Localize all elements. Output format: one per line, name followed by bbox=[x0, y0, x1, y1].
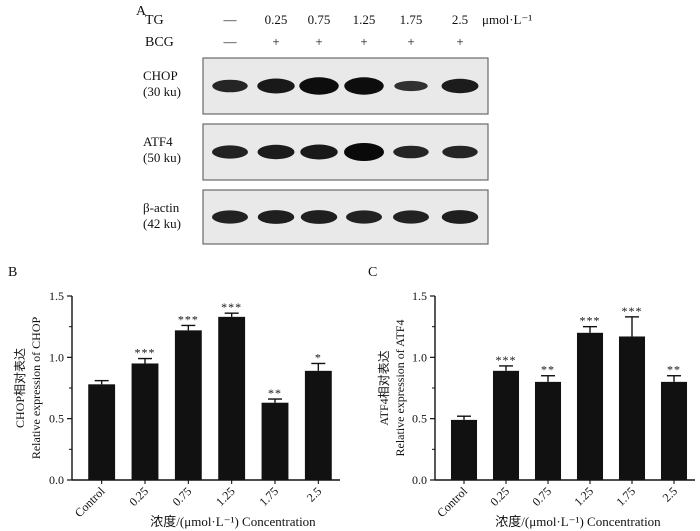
blot-band bbox=[300, 144, 338, 160]
lane-headers: — 0.25 0.75 1.25 1.75 2.5 — + + + + + bbox=[223, 12, 469, 49]
blot-protein-label: CHOP bbox=[143, 68, 178, 83]
blot-protein-label: ATF4 bbox=[143, 134, 173, 149]
blot-band bbox=[346, 210, 382, 224]
panel-c-atf4-chart: C 0.0 0.5 1.0 1.5 ATF4相对表达 Relative expressio… bbox=[368, 265, 695, 529]
blot-band bbox=[441, 78, 479, 94]
y-tick-label: 0.5 bbox=[412, 412, 427, 426]
y-tick-label: 1.5 bbox=[49, 289, 64, 303]
y-axis-label-en: Relative expression of ATF4 bbox=[393, 320, 407, 457]
blot-band bbox=[344, 77, 384, 95]
y-tick-label: 0.0 bbox=[49, 473, 64, 487]
blot-band bbox=[212, 145, 248, 159]
bcg-value-label: + bbox=[360, 34, 367, 49]
blot-band bbox=[257, 144, 295, 160]
x-tick-label: Control bbox=[434, 484, 470, 520]
bar bbox=[618, 336, 646, 480]
bcg-value-label: + bbox=[315, 34, 322, 49]
bcg-value-label: + bbox=[407, 34, 414, 49]
y-tick-label: 1.0 bbox=[412, 350, 427, 364]
x-tick-label: 0.25 bbox=[126, 484, 151, 509]
bar bbox=[492, 370, 520, 480]
bar bbox=[174, 330, 202, 480]
blot-band bbox=[442, 145, 478, 159]
panel-a-western-blot: A TG BCG μmol·L⁻¹ — 0.25 0.75 1.25 1.75 2.5 — +… bbox=[136, 4, 532, 245]
x-tick-label: 0.75 bbox=[529, 484, 554, 509]
blot-band bbox=[344, 143, 384, 161]
y-tick-label: 1.0 bbox=[49, 350, 64, 364]
significance-label: ** bbox=[541, 363, 555, 377]
blot-membrane bbox=[202, 189, 489, 245]
x-axis-label: 浓度/(μmol·L⁻¹) Concentration bbox=[495, 514, 661, 529]
bcg-value-label: — bbox=[223, 34, 238, 49]
blot-size-label: (30 ku) bbox=[143, 84, 181, 99]
significance-label: *** bbox=[135, 346, 156, 360]
x-tick-label: 0.25 bbox=[487, 484, 512, 509]
bar bbox=[88, 384, 116, 480]
blot-band bbox=[393, 210, 429, 224]
significance-label: *** bbox=[622, 304, 643, 318]
tg-unit: μmol·L⁻¹ bbox=[482, 12, 532, 27]
blot-band bbox=[257, 78, 295, 94]
x-tick-label: 1.75 bbox=[256, 484, 281, 509]
significance-label: *** bbox=[178, 312, 199, 326]
blot-strips: CHOP(30 ku) ATF4(50 ku) β-actin(42 ku) bbox=[143, 57, 489, 245]
tg-value-label: 0.25 bbox=[265, 12, 288, 27]
x-tick-label: 1.25 bbox=[571, 484, 596, 509]
blot-band bbox=[300, 210, 338, 224]
blot-band bbox=[441, 210, 479, 224]
blot-size-label: (42 ku) bbox=[143, 216, 181, 231]
blot-band bbox=[257, 210, 295, 224]
x-tick-label: Control bbox=[72, 484, 108, 520]
bar bbox=[304, 370, 332, 480]
bcg-row-label: BCG bbox=[145, 35, 174, 50]
y-axis-label-en: Relative expression of CHOP bbox=[29, 317, 43, 460]
significance-label: *** bbox=[496, 353, 517, 367]
blot-band bbox=[394, 80, 428, 92]
significance-label: * bbox=[315, 350, 322, 364]
tg-value-label: 1.25 bbox=[353, 12, 376, 27]
x-tick-label: 1.75 bbox=[613, 484, 638, 509]
x-tick-label: 2.5 bbox=[304, 484, 325, 505]
y-tick-label: 0.0 bbox=[412, 473, 427, 487]
tg-value-label: 1.75 bbox=[400, 12, 423, 27]
significance-label: ** bbox=[268, 386, 282, 400]
y-tick-label: 0.5 bbox=[49, 412, 64, 426]
blot-size-label: (50 ku) bbox=[143, 150, 181, 165]
panel-a-letter: A bbox=[136, 4, 147, 19]
panel-c-letter: C bbox=[368, 265, 377, 280]
blot-band bbox=[212, 79, 248, 93]
bar bbox=[660, 381, 688, 480]
tg-row-label: TG bbox=[145, 13, 164, 28]
bar bbox=[534, 381, 562, 480]
tg-value-label: — bbox=[223, 12, 238, 27]
bar bbox=[131, 363, 159, 480]
blot-protein-label: β-actin bbox=[143, 200, 180, 215]
significance-label: *** bbox=[580, 314, 601, 328]
tg-value-label: 0.75 bbox=[308, 12, 331, 27]
blot-band bbox=[393, 145, 429, 159]
y-axis-label-cn: CHOP相对表达 bbox=[13, 348, 27, 428]
tg-value-label: 2.5 bbox=[452, 12, 468, 27]
x-tick-label: 0.75 bbox=[170, 484, 195, 509]
blot-band bbox=[299, 77, 339, 95]
panel-b-chop-chart: B 0.0 0.5 1.0 1.5 CHOP相对表达 Relative expressio… bbox=[8, 265, 340, 529]
x-tick-label: 1.25 bbox=[213, 484, 238, 509]
bcg-value-label: + bbox=[272, 34, 279, 49]
bar bbox=[261, 402, 289, 480]
x-tick-label: 2.5 bbox=[660, 484, 681, 505]
y-tick-label: 1.5 bbox=[412, 289, 427, 303]
blot-band bbox=[212, 210, 248, 224]
bar bbox=[576, 332, 604, 480]
bcg-value-label: + bbox=[456, 34, 463, 49]
panel-b-letter: B bbox=[8, 265, 17, 280]
y-axis-label-cn: ATF4相对表达 bbox=[377, 350, 391, 425]
bar bbox=[450, 419, 478, 480]
bar bbox=[218, 316, 246, 480]
x-axis-label: 浓度/(μmol·L⁻¹) Concentration bbox=[150, 514, 316, 529]
significance-label: *** bbox=[221, 300, 242, 314]
significance-label: ** bbox=[667, 363, 681, 377]
